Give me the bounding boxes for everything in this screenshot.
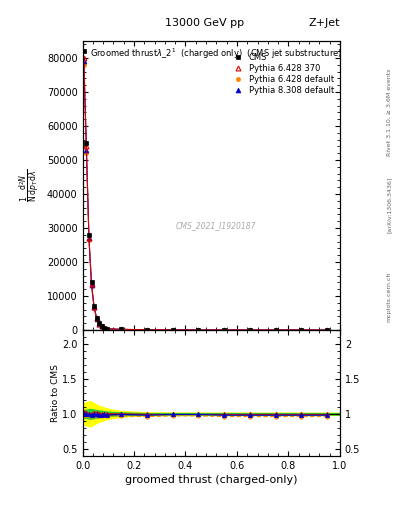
CMS bbox=[84, 140, 89, 146]
Pythia 6.428 370 bbox=[86, 235, 91, 241]
Pythia 6.428 default bbox=[97, 321, 102, 327]
CMS bbox=[97, 320, 102, 326]
Pythia 6.428 default bbox=[325, 327, 329, 333]
Pythia 8.308 default bbox=[102, 325, 107, 331]
Pythia 6.428 default bbox=[89, 283, 94, 289]
CMS bbox=[222, 327, 226, 333]
Text: CMS_2021_I1920187: CMS_2021_I1920187 bbox=[176, 222, 257, 230]
Pythia 6.428 default bbox=[94, 316, 99, 322]
CMS bbox=[94, 315, 99, 321]
Pythia 6.428 default bbox=[84, 150, 89, 156]
Pythia 6.428 default bbox=[273, 327, 278, 333]
Pythia 6.428 default bbox=[222, 327, 226, 333]
Pythia 8.308 default bbox=[170, 327, 175, 333]
CMS bbox=[102, 325, 107, 331]
Pythia 8.308 default bbox=[84, 147, 89, 153]
Pythia 6.428 370 bbox=[92, 304, 96, 310]
Pythia 6.428 370 bbox=[105, 326, 109, 332]
Text: 13000 GeV pp: 13000 GeV pp bbox=[165, 18, 244, 28]
CMS bbox=[170, 327, 175, 333]
CMS bbox=[105, 326, 109, 332]
Y-axis label: $\frac{1}{\mathrm{N}}\frac{\mathrm{d}^2N}{\mathrm{d}p_T\,\mathrm{d}\lambda}$: $\frac{1}{\mathrm{N}}\frac{\mathrm{d}^2N… bbox=[18, 169, 41, 202]
Pythia 8.308 default bbox=[105, 326, 109, 332]
Line: CMS: CMS bbox=[81, 49, 329, 332]
Pythia 6.428 370 bbox=[81, 55, 86, 61]
Legend: CMS, Pythia 6.428 370, Pythia 6.428 default, Pythia 8.308 default: CMS, Pythia 6.428 370, Pythia 6.428 defa… bbox=[229, 51, 336, 96]
Pythia 6.428 default bbox=[196, 327, 201, 333]
Pythia 6.428 default bbox=[86, 237, 91, 243]
Pythia 6.428 370 bbox=[145, 327, 149, 333]
CMS bbox=[89, 280, 94, 286]
Y-axis label: Ratio to CMS: Ratio to CMS bbox=[51, 364, 59, 422]
CMS bbox=[119, 326, 123, 332]
Pythia 6.428 default bbox=[99, 323, 104, 329]
CMS bbox=[92, 303, 96, 309]
Pythia 6.428 370 bbox=[325, 327, 329, 333]
Pythia 6.428 default bbox=[102, 325, 107, 331]
Line: Pythia 8.308 default: Pythia 8.308 default bbox=[81, 59, 329, 332]
Pythia 8.308 default bbox=[119, 326, 123, 332]
Text: mcplots.cern.ch: mcplots.cern.ch bbox=[387, 272, 391, 322]
CMS bbox=[145, 327, 149, 333]
Pythia 6.428 370 bbox=[222, 327, 226, 333]
Pythia 8.308 default bbox=[196, 327, 201, 333]
Pythia 8.308 default bbox=[86, 235, 91, 241]
Text: Z+Jet: Z+Jet bbox=[309, 18, 340, 28]
Pythia 6.428 370 bbox=[170, 327, 175, 333]
Pythia 8.308 default bbox=[299, 327, 304, 333]
Pythia 8.308 default bbox=[325, 327, 329, 333]
Pythia 8.308 default bbox=[92, 304, 96, 310]
Pythia 6.428 370 bbox=[97, 321, 102, 327]
Text: Groomed thrust$\lambda$_2$^1$  (charged only)  (CMS jet substructure): Groomed thrust$\lambda$_2$^1$ (charged o… bbox=[90, 47, 343, 61]
CMS bbox=[325, 327, 329, 333]
CMS bbox=[196, 327, 201, 333]
Line: Pythia 6.428 370: Pythia 6.428 370 bbox=[81, 55, 329, 332]
Pythia 6.428 default bbox=[92, 305, 96, 311]
Pythia 6.428 370 bbox=[89, 281, 94, 287]
CMS bbox=[81, 48, 86, 54]
Pythia 6.428 default bbox=[119, 326, 123, 332]
Text: Rivet 3.1.10, ≥ 3.6M events: Rivet 3.1.10, ≥ 3.6M events bbox=[387, 69, 391, 156]
Pythia 8.308 default bbox=[94, 315, 99, 322]
Pythia 6.428 370 bbox=[99, 323, 104, 329]
Pythia 6.428 default bbox=[105, 326, 109, 332]
CMS bbox=[99, 323, 104, 329]
Pythia 6.428 default bbox=[248, 327, 252, 333]
Pythia 6.428 370 bbox=[94, 315, 99, 322]
Pythia 6.428 370 bbox=[299, 327, 304, 333]
Text: [arXiv:1306.3436]: [arXiv:1306.3436] bbox=[387, 177, 391, 233]
Pythia 6.428 370 bbox=[102, 325, 107, 331]
Pythia 6.428 370 bbox=[119, 326, 123, 332]
Pythia 6.428 370 bbox=[84, 143, 89, 150]
CMS bbox=[86, 232, 91, 238]
Pythia 8.308 default bbox=[81, 58, 86, 65]
Line: Pythia 6.428 default: Pythia 6.428 default bbox=[82, 62, 329, 332]
CMS bbox=[273, 327, 278, 333]
Pythia 8.308 default bbox=[222, 327, 226, 333]
Pythia 6.428 default bbox=[170, 327, 175, 333]
Pythia 6.428 370 bbox=[248, 327, 252, 333]
Pythia 6.428 default bbox=[299, 327, 304, 333]
Pythia 6.428 default bbox=[81, 61, 86, 68]
Pythia 6.428 370 bbox=[273, 327, 278, 333]
Pythia 8.308 default bbox=[97, 321, 102, 327]
Pythia 8.308 default bbox=[89, 282, 94, 288]
Pythia 8.308 default bbox=[99, 323, 104, 329]
Pythia 6.428 default bbox=[145, 327, 149, 333]
CMS bbox=[299, 327, 304, 333]
CMS bbox=[248, 327, 252, 333]
Pythia 8.308 default bbox=[248, 327, 252, 333]
Pythia 8.308 default bbox=[273, 327, 278, 333]
Pythia 8.308 default bbox=[145, 327, 149, 333]
X-axis label: groomed thrust (charged-only): groomed thrust (charged-only) bbox=[125, 475, 298, 485]
Pythia 6.428 370 bbox=[196, 327, 201, 333]
